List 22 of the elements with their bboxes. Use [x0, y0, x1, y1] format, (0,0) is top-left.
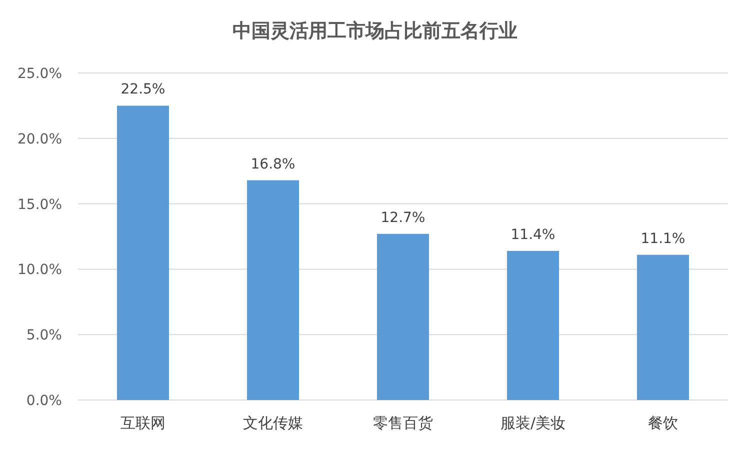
- y-tick-label: 10.0%: [18, 262, 62, 278]
- y-tick-label: 15.0%: [18, 196, 62, 213]
- x-tick-label: 互联网: [120, 414, 166, 432]
- bar: [507, 250, 559, 400]
- data-label: 11.1%: [640, 230, 686, 247]
- data-label: 22.5%: [120, 82, 166, 98]
- chart-title: 中国灵活用工市场占比前五名行业: [232, 20, 518, 42]
- bar: [637, 254, 689, 400]
- y-tick-label: 0.0%: [26, 393, 62, 409]
- x-tick-label: 文化传媒: [243, 414, 303, 432]
- bar: [377, 234, 429, 400]
- bar: [247, 180, 299, 400]
- data-label: 11.4%: [510, 226, 556, 243]
- x-tick-label: 服装/美妆: [500, 414, 566, 432]
- y-tick-label: 25.0%: [18, 66, 62, 82]
- y-tick-label: 20.0%: [18, 131, 62, 148]
- y-tick-label: 5.0%: [26, 328, 62, 344]
- data-label: 16.8%: [250, 156, 296, 172]
- x-tick-label: 零售百货: [373, 414, 433, 432]
- x-tick-label: 餐饮: [648, 414, 678, 432]
- bar: [117, 106, 169, 400]
- data-label: 12.7%: [380, 210, 426, 226]
